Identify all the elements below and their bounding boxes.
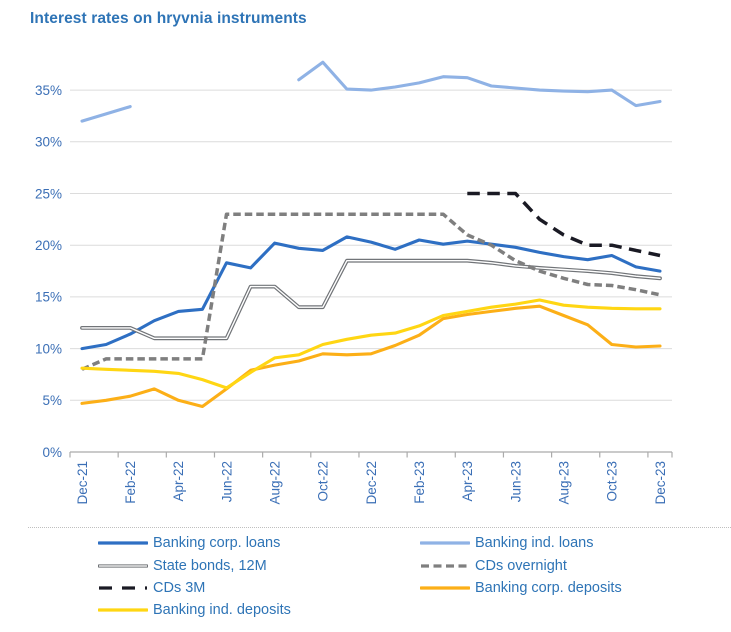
series-line-cds-3m xyxy=(467,191,661,258)
legend-label: Banking corp. deposits xyxy=(475,579,622,596)
x-tick-label: Apr-22 xyxy=(171,461,186,502)
x-tick-label: Jun-22 xyxy=(219,461,234,502)
legend-label: Banking corp. loans xyxy=(153,535,281,552)
y-tick-label: 15% xyxy=(35,290,62,305)
legend-swatch-cds-overnight-icon xyxy=(421,563,469,568)
x-tick-label: Oct-23 xyxy=(605,461,620,502)
legend-swatch-banking-ind-deposits-icon xyxy=(98,608,148,612)
legend-column: Banking corp. loans State bonds, 12M CDs 3… xyxy=(98,532,420,622)
x-tick-label: Feb-23 xyxy=(412,461,427,504)
chart-title: Interest rates on hryvnia instruments xyxy=(30,10,307,27)
y-tick-label: 0% xyxy=(42,445,62,460)
y-tick-label: 5% xyxy=(42,393,62,408)
x-tick-label: Aug-22 xyxy=(268,461,283,505)
legend-swatch-cds-3m-icon xyxy=(99,586,147,590)
y-tick-label: 20% xyxy=(35,238,62,253)
x-tick-label: Dec-21 xyxy=(75,461,90,505)
y-tick-label: 30% xyxy=(35,135,62,150)
legend-label: Banking ind. deposits xyxy=(153,602,291,619)
legend-item-state-bonds-12m: State bonds, 12M xyxy=(98,554,420,576)
legend-swatch-state-bonds-12m-icon xyxy=(98,563,148,568)
y-tick-label: 25% xyxy=(35,186,62,201)
x-tick-label: Dec-22 xyxy=(364,461,379,505)
legend-swatch-banking-corp-loans-icon xyxy=(98,541,148,545)
y-tick-label: 35% xyxy=(35,83,62,98)
legend-item-banking-ind-deposits: Banking ind. deposits xyxy=(98,599,420,621)
legend-swatch-banking-ind-loans-icon xyxy=(420,541,470,545)
legend-item-cds-3m: CDs 3M xyxy=(98,577,420,599)
series-line-banking-corp-deposits xyxy=(80,304,662,409)
series-line-banking-ind-deposits xyxy=(80,298,662,390)
legend-label: State bonds, 12M xyxy=(153,557,267,574)
x-tick-label: Aug-23 xyxy=(556,461,571,505)
x-tick-label: Dec-23 xyxy=(653,461,668,505)
legend-label: CDs 3M xyxy=(153,579,206,596)
x-tick-label: Oct-22 xyxy=(316,461,331,502)
legend-swatch-banking-corp-deposits-icon xyxy=(420,586,470,590)
series-line-state-bonds-12m-inner xyxy=(81,260,661,339)
legend-column: Banking ind. loans CDs overnight Banking c… xyxy=(420,532,622,622)
series-line-banking-corp-loans xyxy=(80,235,662,351)
series-line-state-bonds-12m xyxy=(80,258,662,341)
interest-rates-line-chart: 0% 5% 10% 15% 20% 25% 30% 35% Dec-21 Feb-22 Apr-22… xyxy=(35,60,673,505)
legend-item-banking-corp-deposits: Banking corp. deposits xyxy=(420,577,622,599)
legend-label: CDs overnight xyxy=(475,557,567,574)
x-tick-label: Apr-23 xyxy=(460,461,475,502)
x-tick-label: Jun-23 xyxy=(508,461,523,502)
legend-label: Banking ind. loans xyxy=(475,535,594,552)
x-tick-label: Feb-22 xyxy=(123,461,138,504)
series-line-banking-ind-loans xyxy=(80,60,662,123)
chart-legend: Banking corp. loans State bonds, 12M CDs 3… xyxy=(28,527,731,622)
y-tick-label: 10% xyxy=(35,341,62,356)
legend-item-cds-overnight: CDs overnight xyxy=(420,554,622,576)
legend-item-banking-corp-loans: Banking corp. loans xyxy=(98,532,420,554)
series-line-cds-overnight xyxy=(81,212,661,371)
legend-item-banking-ind-loans: Banking ind. loans xyxy=(420,532,622,554)
